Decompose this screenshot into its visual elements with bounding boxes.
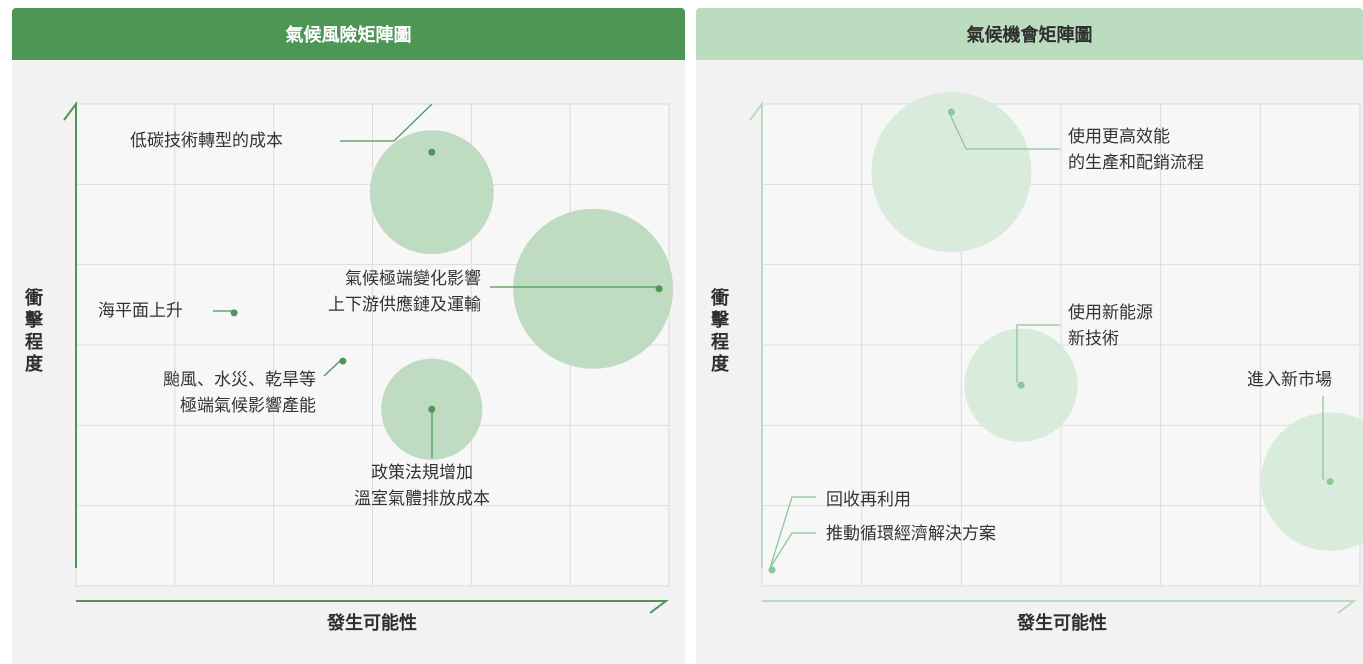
data-label: 使用更高效能 (1068, 126, 1170, 147)
data-point-marker (1326, 478, 1334, 486)
risk-matrix-title: 氣候風險矩陣圖 (12, 8, 685, 60)
x-axis-label: 發生可能性 (1016, 612, 1107, 634)
data-label: 的生產和配銷流程 (1068, 153, 1204, 173)
data-label: 溫室氣體排放成本 (354, 489, 490, 509)
data-point-marker (768, 566, 776, 574)
x-axis-arrow (762, 600, 1357, 614)
x-axis-arrow (76, 600, 669, 614)
data-label: 推動循環經濟解決方案 (826, 524, 996, 544)
y-axis-label: 衝擊程度 (24, 287, 44, 375)
risk-matrix-panel: 氣候風險矩陣圖 低碳技術轉型的成本氣候極端變化影響上下游供應鏈及運輸 海平面上升颱… (12, 8, 685, 664)
data-point-marker (1017, 381, 1025, 389)
x-axis-label: 發生可能性 (326, 612, 417, 634)
data-label: 進入新市場 (1247, 370, 1332, 390)
leader-line (769, 496, 816, 569)
data-label: 氣候極端變化影響 (345, 269, 481, 289)
leader-line (1016, 324, 1060, 383)
bubble (871, 92, 1032, 253)
y-axis-label: 衝擊程度 (710, 287, 730, 375)
leader-line (948, 111, 1060, 150)
bubble (513, 208, 674, 369)
leader-line (340, 103, 433, 142)
y-axis-arrow (63, 101, 77, 568)
data-label: 新技術 (1068, 329, 1119, 349)
data-point-marker (655, 285, 663, 293)
data-label: 上下游供應鏈及運輸 (328, 294, 481, 315)
bubble (369, 130, 494, 255)
opportunity-matrix-title: 氣候機會矩陣圖 (696, 8, 1363, 60)
data-label: 政策法規增加 (371, 463, 473, 483)
data-label: 回收再利用 (826, 490, 911, 510)
bubble (1260, 412, 1363, 551)
leader-line (323, 358, 343, 377)
data-point-marker (428, 405, 436, 413)
y-axis-arrow (749, 101, 763, 568)
data-label: 低碳技術轉型的成本 (130, 131, 283, 151)
opportunity-matrix-panel: 氣候機會矩陣圖 使用更高效能的生產和配銷流程 使用新能源新技術進入新市場回收再利用… (696, 8, 1363, 664)
data-label: 海平面上升 (98, 301, 183, 321)
data-label: 颱風、水災、乾旱等 (163, 370, 316, 390)
data-point-marker (339, 357, 347, 365)
leader-line (769, 532, 816, 569)
opportunity-matrix-chart: 使用更高效能的生產和配銷流程使用新能源新技術進入新市場回收再利用推動循環經濟解決… (710, 92, 1363, 634)
data-point-marker (947, 108, 955, 116)
data-label: 極端氣候影響產能 (180, 396, 316, 416)
data-point-marker (230, 309, 238, 317)
data-point-marker (428, 148, 436, 156)
data-label: 使用新能源 (1068, 302, 1153, 323)
